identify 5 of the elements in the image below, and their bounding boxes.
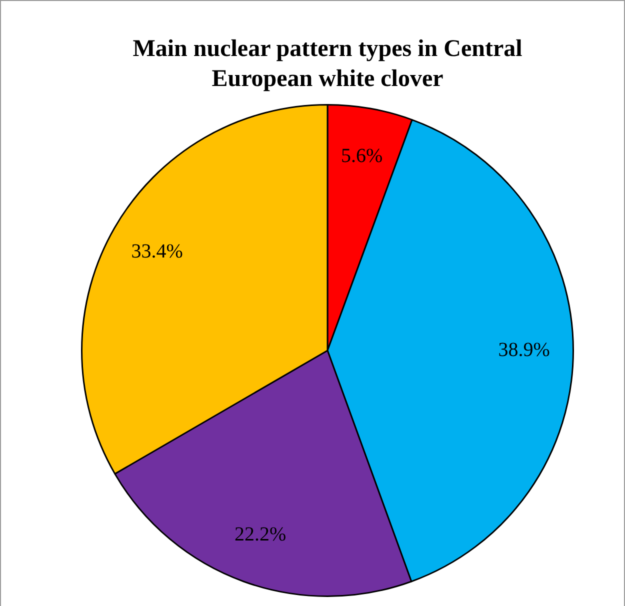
data-label: 22.2% [234,524,286,546]
chart-title: Main nuclear pattern types in Central European white clover [132,36,523,92]
data-label: 38.9% [498,339,550,362]
data-label: 5.6% [341,145,383,168]
data-label: 33.4% [131,240,183,263]
